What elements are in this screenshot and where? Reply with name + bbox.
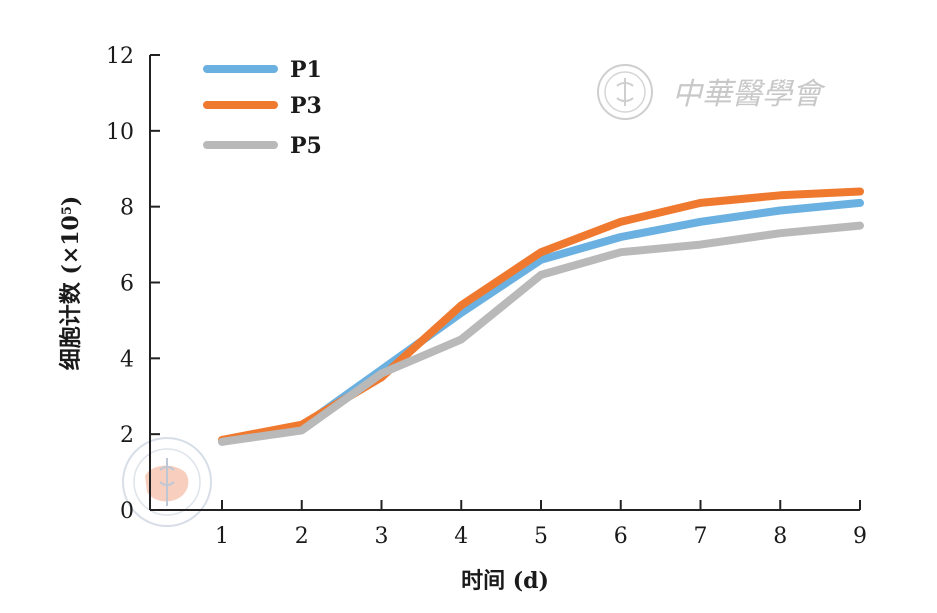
y-axis-title-main: 细胞计数 (×10 [58,215,84,370]
x-tick-label: 1 [215,524,229,549]
series-line-p5 [218,221,864,446]
x-tick-label: 8 [773,524,787,549]
watermark-seal-icon [597,64,653,120]
y-ticks: 0 2 4 6 8 10 12 [106,44,160,524]
y-tick-label: 2 [120,423,134,448]
legend: P1 P3 P5 [203,57,322,159]
association-seal-icon [122,437,212,527]
y-axis-title-close: ) [58,196,84,206]
y-tick-label: 0 [120,499,134,524]
x-tick-label: 9 [853,524,867,549]
x-tick-label: 4 [454,524,468,549]
watermark-text: 中華醫學會 [672,77,826,112]
y-tick-label: 6 [120,272,134,297]
legend-label-p3: P3 [290,93,322,119]
y-tick-label: 8 [120,196,134,221]
x-axis-title: 时间 (d) [461,568,549,594]
y-tick-label: 12 [106,44,134,69]
y-tick-label: 10 [106,120,134,145]
x-tick-label: 5 [534,524,548,549]
legend-label-p1: P1 [290,57,322,83]
watermark: 中華醫學會 [597,64,826,120]
y-axis-title-exp: 5 [60,206,75,215]
y-tick-label: 4 [120,347,134,372]
y-axis-title: 细胞计数 (×105) [58,196,84,371]
legend-label-p5: P5 [290,133,322,159]
x-tick-label: 7 [694,524,708,549]
x-tick-label: 6 [614,524,628,549]
series-line-p3 [218,187,864,444]
series-lines [218,187,864,446]
x-tick-label: 3 [375,524,389,549]
x-ticks: 1 2 3 4 5 6 7 8 9 [215,500,867,549]
x-tick-label: 2 [295,524,309,549]
